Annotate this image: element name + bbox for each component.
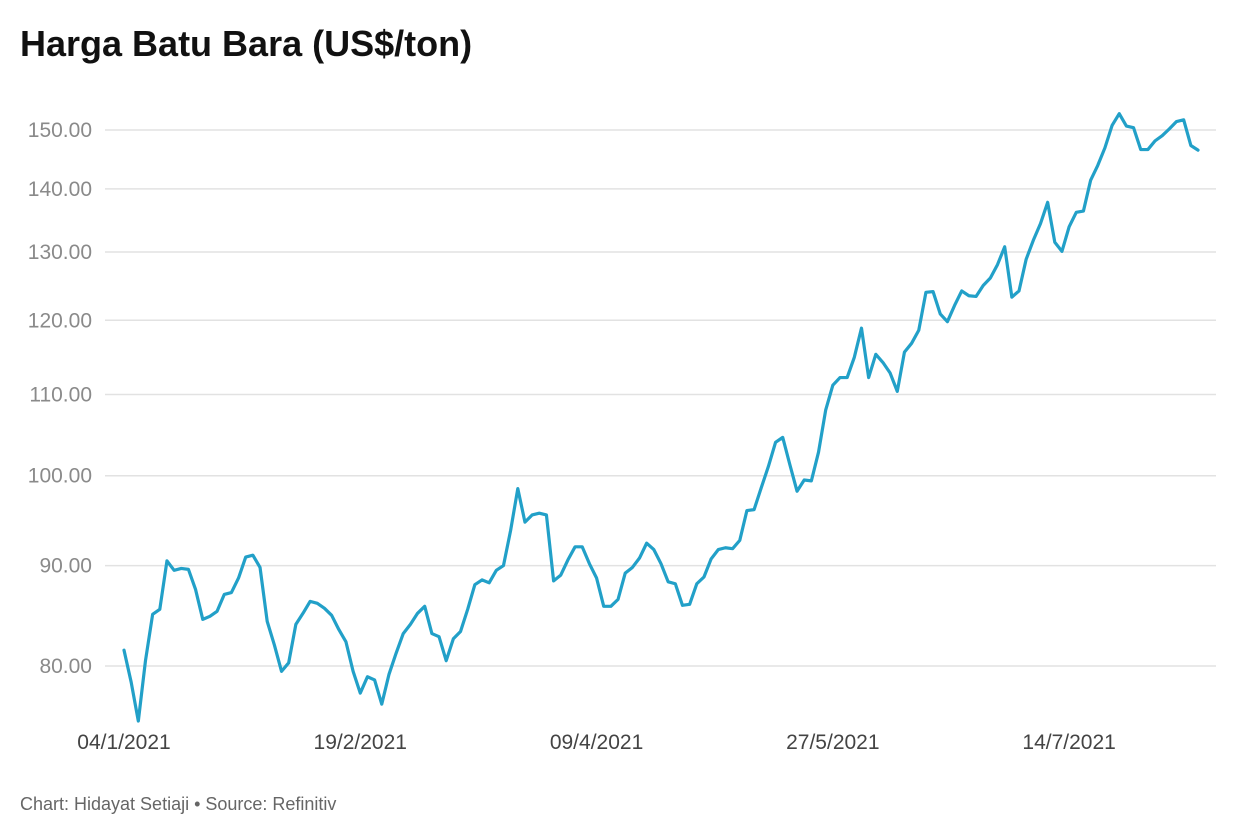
- x-tick-label: 14/7/2021: [1022, 731, 1115, 754]
- y-tick-label: 80.00: [39, 655, 92, 678]
- x-tick-label: 09/4/2021: [550, 731, 643, 754]
- x-tick-label: 19/2/2021: [314, 731, 407, 754]
- y-tick-label: 110.00: [29, 383, 92, 406]
- series-line: [122, 112, 1200, 723]
- y-tick-label: 100.00: [28, 465, 92, 488]
- chart-title: Harga Batu Bara (US$/ton): [20, 23, 473, 64]
- y-tick-label: 130.00: [28, 241, 92, 264]
- y-tick-label: 120.00: [28, 309, 92, 332]
- x-tick-label: 27/5/2021: [786, 731, 879, 754]
- y-tick-label: 150.00: [28, 119, 92, 142]
- chart-footer: Chart: Hidayat Setiaji • Source: Refinit…: [20, 794, 337, 814]
- x-axis-ticks: 04/1/2021 19/2/2021 09/4/2021 27/5/2021 14/7…: [77, 731, 1116, 754]
- x-tick-label: 04/1/2021: [77, 731, 170, 754]
- y-axis-ticks: 80.00 90.00 100.00 110.00 120.00 130.00 140.00…: [28, 119, 92, 678]
- series-layer: [122, 112, 1200, 723]
- y-tick-label: 140.00: [28, 178, 92, 201]
- y-tick-label: 90.00: [39, 555, 92, 578]
